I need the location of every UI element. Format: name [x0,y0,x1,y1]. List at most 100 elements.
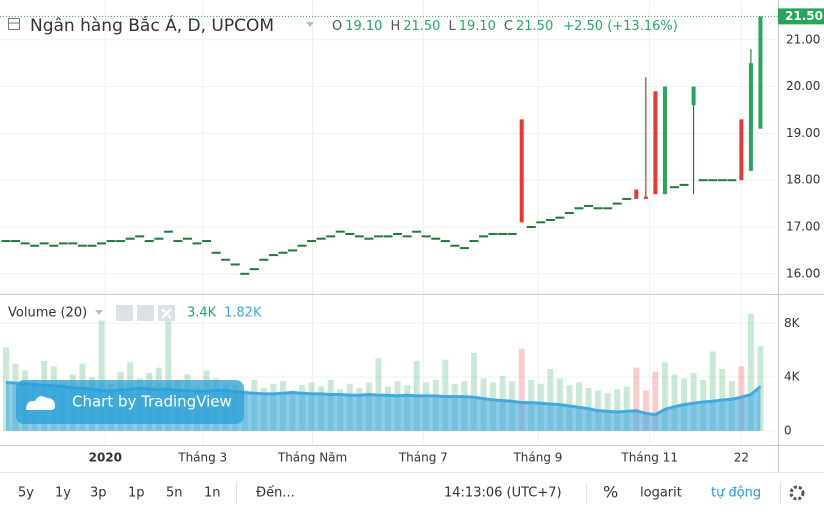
ohlc-value: 19.10 [459,19,496,34]
volume-bar [623,386,630,431]
eye-icon[interactable] [116,305,133,321]
candle-body [373,235,383,238]
range-button[interactable]: 5y [18,486,34,501]
range-button[interactable]: 1y [55,486,71,501]
volume-tick-label: 8K [784,316,801,330]
volume-tick-label: 4K [784,370,801,384]
ohlc-value: 21.50 [403,19,440,34]
candle-body [20,242,30,245]
candle-body [278,251,288,254]
candle-body [431,237,441,240]
toolbar-time[interactable]: 14:13:06 (UTC+7) [444,486,562,501]
candle-body [748,63,753,171]
candle-body [536,221,546,224]
candle-body [758,16,763,129]
candle-body [106,240,116,243]
price-pane [0,15,778,275]
candle-body [30,244,40,247]
candle-body [670,186,679,189]
candle-body [11,240,21,243]
range-button[interactable]: 3p [90,486,107,501]
candle-body [402,235,412,238]
candle-body [125,237,135,240]
candle-body [163,230,173,233]
candle-body [643,196,648,199]
settings-icon[interactable] [137,305,154,321]
candle-body [564,211,574,214]
volume-tick-label: 0 [784,423,792,437]
toolbar-percent[interactable]: % [603,483,618,502]
ohlc-key: L [448,19,456,34]
y-tick-label: 16.00 [786,266,820,280]
candle-body [326,235,336,238]
volume-ma-value: 1.82K [224,306,262,321]
x-tick-label: Tháng 3 [177,451,227,465]
volume-bar [470,352,477,431]
chart-title: Ngân hàng Bắc Á, D, UPCOM [30,14,274,36]
candle-body [488,233,498,236]
candle-body [691,86,696,106]
candle-body [364,237,374,240]
candle-body [316,237,326,240]
candle-body [593,207,603,210]
x-tick-label: 22 [734,451,749,465]
candle-body [182,237,192,240]
candle-body [345,233,355,236]
volume-menu-arrow[interactable] [95,310,103,315]
candle-body [268,254,278,257]
candle-body [288,249,297,252]
candle-body [58,242,68,245]
x-tick-label: Tháng 9 [512,451,562,465]
y-tick-label: 21.00 [786,32,820,46]
candle-body [507,233,517,236]
candle-body [335,230,345,233]
last-price-box [778,8,824,25]
candle-body [116,240,126,243]
last-price-label: 21.50 [785,9,823,23]
ohlc-key: H [390,19,400,34]
candle-body [144,240,154,243]
candle-body [498,233,508,236]
candle-body [192,242,202,245]
range-button[interactable]: 1n [204,486,221,501]
candle-body [259,258,269,261]
volume-bar [747,313,754,431]
candle-body [698,179,708,182]
candle-body [393,233,403,236]
range-button[interactable]: 1p [128,486,145,501]
volume-label: Volume (20) [8,306,87,321]
collapse-icon[interactable] [8,18,20,30]
candle-body [708,179,718,182]
y-tick-label: 20.00 [786,79,820,93]
candle-body [173,240,183,243]
candle-body [154,237,164,240]
candle-body [39,242,49,245]
toolbar-goto[interactable]: Đến... [256,486,295,501]
volume-bar [614,389,621,431]
y-tick-label: 19.00 [786,126,820,140]
ohlc-value: 21.50 [516,19,553,34]
candle-body [87,244,97,247]
ohlc-legend: O 19.10 H 21.50 L 19.10 C 21.50 +2.50 (+13.16%) [332,19,678,34]
x-tick-label: Tháng 11 [620,451,678,465]
volume-bar [642,390,649,431]
volume-bar [98,320,105,431]
title-menu-arrow[interactable] [306,22,314,27]
volume-bar [518,348,525,431]
candle-body [479,235,488,238]
candle-body [555,216,565,219]
candle-body [68,242,78,245]
candle-body [662,86,667,195]
candle-body [622,197,632,200]
toolbar-auto[interactable]: tự động [711,486,761,501]
candle-body [77,244,87,247]
toolbar-log[interactable]: logarit [640,486,682,501]
candle-body [653,91,658,195]
candle-body [545,218,555,221]
settings-gear[interactable] [789,485,805,501]
candle-body [459,247,469,250]
candle-body [412,230,422,233]
x-tick-label: Tháng Năm [277,451,347,465]
candle-body [727,179,737,182]
range-button[interactable]: 5n [166,486,183,501]
